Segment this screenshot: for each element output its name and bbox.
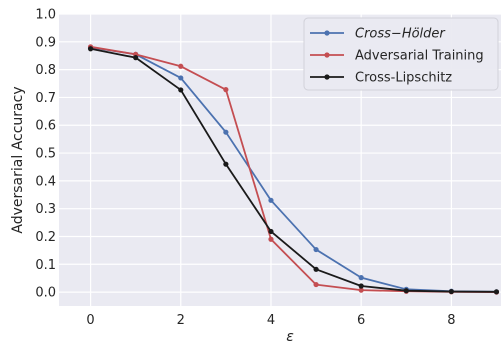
series-2-point [313, 266, 319, 272]
x-axis-title: ε [286, 329, 294, 345]
series-line-2 [90, 47, 497, 293]
y-tick-label: 1.0 [35, 8, 56, 23]
series-0-point [178, 75, 184, 81]
series-2-point [448, 288, 454, 295]
legend-swatch-marker [324, 74, 330, 80]
y-tick-label: 0.1 [35, 258, 56, 273]
series-1-point [178, 63, 184, 69]
x-tick-label: 2 [177, 313, 185, 328]
series-0-point [358, 275, 364, 281]
series-2-point [87, 46, 94, 52]
y-axis-ticks: 0.0 0.1 0.2 0.3 0.4 0.5 0.6 0.7 0.8 0.9 1.0 [35, 8, 56, 301]
grid-lines [59, 13, 501, 306]
series-0-point [313, 246, 319, 253]
series-0-point [268, 197, 274, 203]
legend: Cross−Hölder Adversarial Training Cross-Li… [303, 17, 499, 91]
y-tick-label: 0.9 [35, 35, 56, 50]
y-tick-label: 0.7 [35, 91, 56, 106]
series-2-point [268, 228, 274, 235]
series-2-point [403, 288, 409, 294]
y-tick-label: 0.5 [35, 147, 56, 162]
y-tick-label: 0.8 [35, 63, 56, 78]
series-layer [87, 44, 500, 295]
y-tick-label: 0.4 [35, 174, 56, 189]
x-axis-ticks: 0 2 4 6 8 [86, 313, 455, 328]
series-2-point [223, 161, 229, 167]
legend-label: Adversarial Training [355, 49, 484, 64]
series-1-point [223, 87, 229, 93]
legend-swatch-marker [324, 52, 330, 58]
series-2-point [133, 55, 139, 61]
series-0-point [223, 129, 229, 135]
series-2-point [178, 87, 184, 93]
series-2-point [493, 289, 500, 295]
legend-swatch-marker [324, 30, 330, 36]
x-tick-label: 6 [357, 313, 365, 328]
legend-label: Cross−Hölder [355, 27, 446, 42]
y-tick-label: 0.3 [35, 202, 56, 217]
y-tick-label: 0.0 [35, 286, 56, 301]
legend-label: Cross-Lipschitz [355, 71, 452, 86]
x-tick-label: 4 [267, 313, 275, 328]
series-2-point [358, 283, 364, 289]
x-tick-label: 0 [86, 313, 94, 328]
y-tick-label: 0.2 [35, 230, 56, 245]
y-tick-label: 0.6 [35, 119, 56, 134]
series-1-point [313, 281, 319, 288]
series-1-point [358, 287, 364, 293]
y-axis-title: Adversarial Accuracy [10, 86, 26, 233]
legend-box [303, 17, 499, 91]
series-1-point [268, 236, 274, 242]
x-tick-label: 8 [447, 313, 455, 328]
